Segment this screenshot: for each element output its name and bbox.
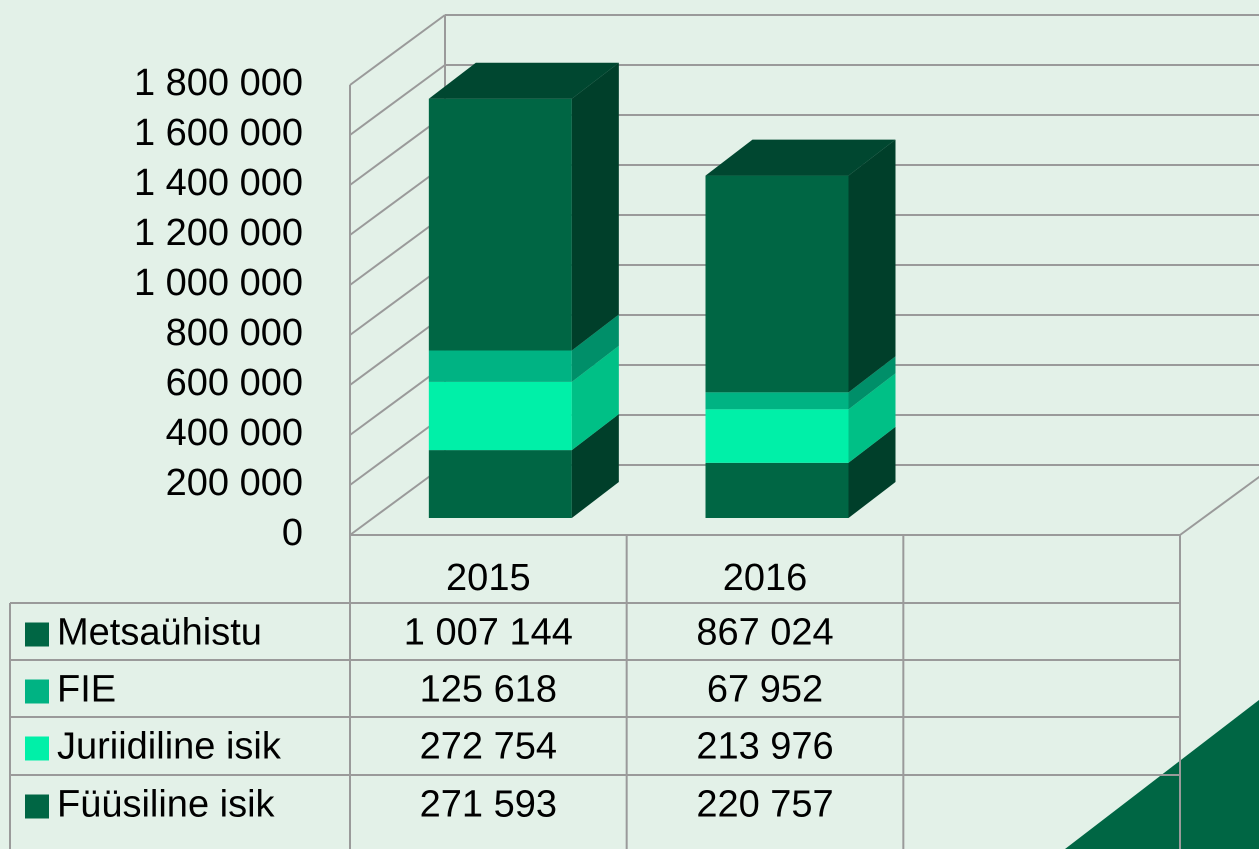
table-value: 125 618 bbox=[420, 669, 557, 711]
bar-top bbox=[705, 139, 896, 176]
bar-side bbox=[571, 345, 619, 451]
x-tick-label: 2015 bbox=[446, 557, 531, 599]
legend-swatch bbox=[25, 679, 49, 704]
grid-line bbox=[349, 64, 446, 136]
y-tick-label: 400 000 bbox=[166, 412, 303, 454]
y-tick-label: 200 000 bbox=[166, 462, 303, 504]
table-value: 220 757 bbox=[696, 784, 833, 826]
bar-side bbox=[848, 356, 896, 410]
legend-swatch bbox=[25, 794, 49, 819]
table-value: 272 754 bbox=[420, 726, 557, 768]
bar bbox=[705, 409, 849, 463]
bar-side bbox=[848, 373, 896, 463]
bar-top bbox=[428, 62, 619, 99]
y-tick-label: 1 200 000 bbox=[134, 212, 303, 254]
bar bbox=[428, 350, 572, 382]
bar bbox=[428, 450, 572, 518]
y-tick-label: 1 800 000 bbox=[134, 62, 303, 104]
grid-line bbox=[349, 14, 446, 86]
table-value: 67 952 bbox=[707, 669, 823, 711]
bar bbox=[705, 462, 849, 518]
y-tick-label: 1 000 000 bbox=[134, 262, 303, 304]
floor-edge bbox=[1179, 475, 1259, 536]
x-tick-label: 2016 bbox=[723, 557, 808, 599]
y-tick-label: 0 bbox=[282, 512, 303, 554]
bar bbox=[705, 175, 849, 393]
legend-label: Füüsiline isik bbox=[57, 784, 276, 826]
bar-side bbox=[571, 62, 619, 351]
y-tick-label: 800 000 bbox=[166, 312, 303, 354]
legend-label: Juriidiline isik bbox=[57, 726, 282, 768]
y-tick-label: 1 400 000 bbox=[134, 162, 303, 204]
table-value: 213 976 bbox=[696, 726, 833, 768]
bar bbox=[705, 392, 849, 410]
bar bbox=[428, 381, 572, 451]
table-value: 867 024 bbox=[696, 612, 833, 654]
legend-swatch bbox=[25, 736, 49, 761]
bar-side bbox=[571, 314, 619, 382]
legend-swatch bbox=[25, 622, 49, 647]
table-value: 271 593 bbox=[420, 784, 557, 826]
legend-label: FIE bbox=[57, 669, 116, 711]
y-tick-label: 600 000 bbox=[166, 362, 303, 404]
table-value: 1 007 144 bbox=[404, 612, 573, 654]
legend-label: Metsaühistu bbox=[57, 612, 262, 654]
bar-side bbox=[848, 426, 896, 518]
bar-side bbox=[848, 139, 896, 393]
y-tick-label: 1 600 000 bbox=[134, 112, 303, 154]
bar-side bbox=[571, 414, 619, 518]
bar bbox=[428, 98, 572, 351]
